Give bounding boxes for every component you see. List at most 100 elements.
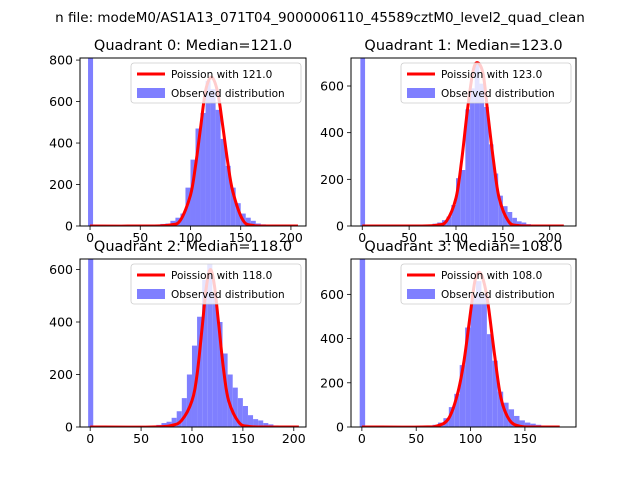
histogram-bar [481, 294, 487, 427]
histogram-bar [524, 422, 531, 427]
histogram-bar [360, 58, 366, 226]
y-tick-label: 0 [336, 420, 344, 435]
histogram-bar [200, 112, 206, 226]
histogram-bar [88, 58, 94, 226]
panel-0: 0 50 100 150 200 0 200 400 600 800 Quadrant 0: Med… [49, 38, 307, 245]
axes-frame [79, 258, 307, 428]
histogram-bar [460, 170, 466, 226]
figure-suptitle: n file: modeM0/AS1A13_071T04_9000006110_… [55, 10, 585, 26]
histogram-bar [474, 62, 480, 226]
x-tick-label: 0 [86, 230, 94, 245]
histogram-bar [479, 83, 485, 226]
y-tick-label: 400 [320, 125, 344, 140]
x-tick-label: 100 [459, 431, 483, 446]
histogram-bar [197, 316, 203, 427]
histogram-bar [171, 417, 177, 427]
histogram-bar [181, 398, 187, 427]
x-tick-label: 100 [180, 431, 204, 446]
histogram-bar [263, 423, 269, 427]
histogram-bar [516, 221, 522, 226]
histogram-bar [207, 264, 213, 427]
panel-1: 0 50 100 150 200 0 200 400 600 Quadrant 1: Median… [320, 38, 577, 245]
legend: Poission with 123.0 Observed distribution [400, 62, 572, 104]
y-tick-label: 200 [320, 172, 344, 187]
panel-title: Quadrant 0: Median=121.0 [94, 38, 292, 54]
histogram-bar [465, 327, 471, 427]
histogram-bar [508, 409, 515, 427]
legend-bar-swatch [407, 88, 435, 98]
x-tick-label: 100 [444, 230, 468, 245]
axes-frame [79, 57, 307, 227]
legend-box [400, 62, 572, 104]
histogram-bar [507, 212, 513, 226]
histogram-bar [176, 411, 182, 427]
y-tick-label: 200 [49, 177, 73, 192]
histogram-bar [498, 195, 503, 226]
x-tick-label: 50 [408, 431, 424, 446]
y-tick-label: 400 [49, 315, 73, 330]
panel-title: Quadrant 2: Median=118.0 [94, 239, 292, 255]
histogram-bar [521, 222, 527, 226]
histogram-bar [493, 173, 499, 226]
histogram-bar [190, 159, 196, 226]
x-tick-label: 50 [132, 230, 148, 245]
histogram-bar [215, 109, 221, 226]
legend-label-observed: Observed distribution [171, 88, 285, 100]
histogram-bar [220, 138, 226, 226]
legend: Poission with 118.0 Observed distribution [130, 263, 302, 305]
histogram-bar [180, 213, 186, 226]
axes-frame [350, 258, 577, 428]
legend-bar-swatch [137, 88, 165, 98]
histogram-bar [186, 374, 192, 427]
histogram-bar [454, 393, 460, 427]
axes-frame [350, 57, 577, 227]
legend-label-observed: Observed distribution [441, 88, 555, 100]
legend-bar-swatch [407, 289, 435, 299]
y-tick-label: 0 [336, 219, 344, 234]
histogram-bar [250, 220, 256, 226]
histogram-bar [484, 107, 489, 226]
panel-title: Quadrant 3: Median=108.0 [364, 239, 562, 255]
x-tick-label: 50 [133, 431, 149, 446]
histogram-bar [242, 406, 248, 427]
y-tick-label: 200 [49, 367, 73, 382]
histogram-bar [258, 420, 264, 427]
x-tick-label: 150 [513, 431, 537, 446]
x-tick-label: 200 [279, 230, 303, 245]
x-tick-label: 100 [179, 230, 203, 245]
legend-box [400, 263, 572, 305]
x-tick-label: 150 [229, 230, 253, 245]
histogram-bar [476, 281, 482, 427]
histogram-bar [245, 217, 251, 226]
x-tick-label: 150 [231, 431, 255, 446]
x-tick-label: 150 [491, 230, 515, 245]
histogram-bar [205, 80, 211, 226]
histogram-bar [446, 216, 452, 226]
histogram-bar [217, 322, 223, 427]
x-tick-label: 0 [358, 230, 366, 245]
histogram-bar [230, 187, 236, 226]
legend: Poission with 121.0 Observed distribution [130, 62, 302, 104]
x-tick-label: 200 [282, 431, 306, 446]
x-tick-label: 50 [401, 230, 417, 245]
histogram-bar [235, 203, 241, 226]
histogram-bar [470, 294, 476, 427]
x-tick-label: 0 [358, 431, 366, 446]
legend-label-observed: Observed distribution [441, 289, 555, 301]
histogram-bar [225, 165, 231, 226]
plot-marks [88, 259, 299, 427]
histogram-bar [530, 423, 536, 427]
histogram-bar [514, 415, 520, 427]
histogram-bar [232, 387, 238, 427]
legend-label-poisson: Poission with 118.0 [171, 270, 272, 282]
panel-3: 0 50 100 150 0 200 400 600 Quadrant 3: Median=10… [320, 239, 577, 446]
histogram-bar [212, 293, 218, 427]
y-tick-label: 600 [49, 94, 73, 109]
histogram-bar [210, 89, 216, 226]
histogram-bar [492, 360, 498, 427]
legend-label-poisson: Poission with 123.0 [441, 69, 542, 81]
histogram-bar [237, 398, 243, 427]
x-tick-label: 0 [86, 431, 94, 446]
y-tick-label: 0 [65, 219, 73, 234]
